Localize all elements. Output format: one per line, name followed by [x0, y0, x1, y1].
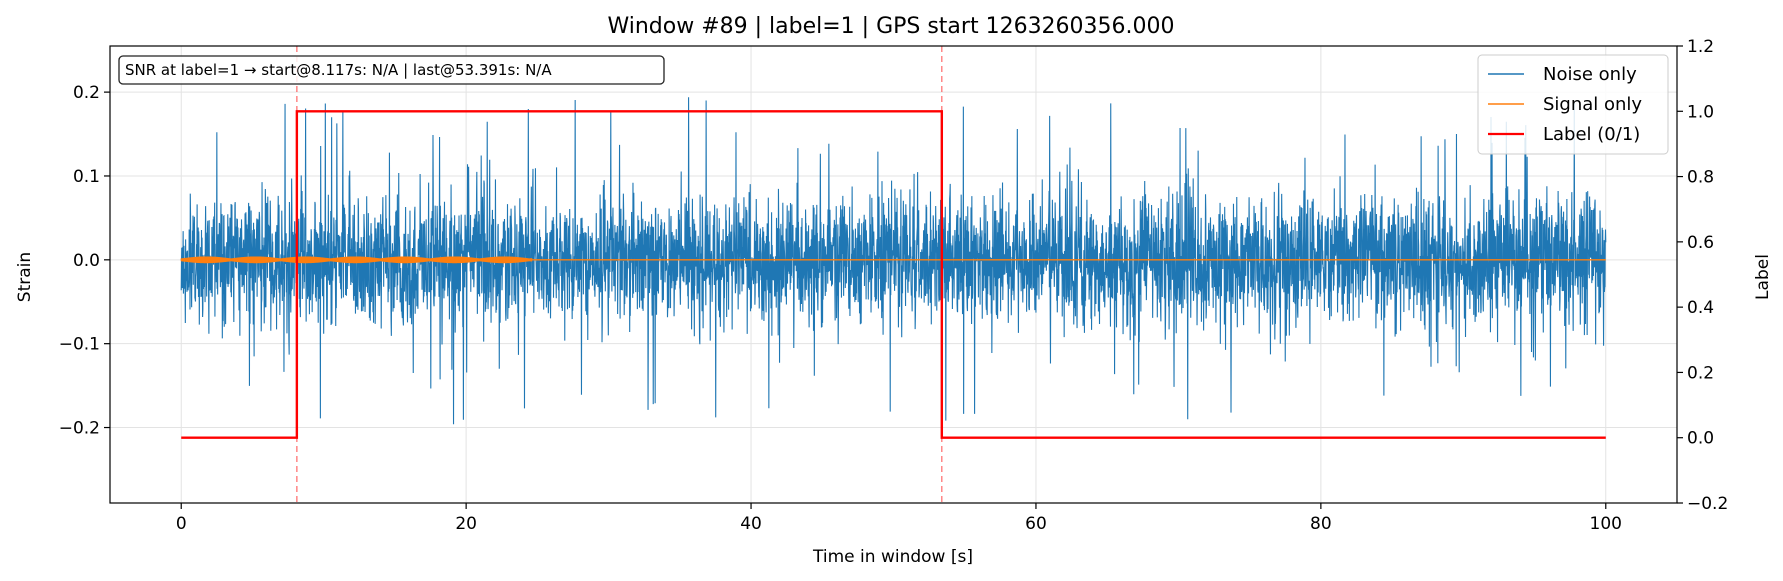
- legend-label-label: Label (0/1): [1543, 124, 1640, 145]
- y-tick-label: 0.0: [73, 251, 100, 271]
- y2-axis-title: Label: [1753, 254, 1773, 300]
- legend-frame: [1477, 54, 1669, 155]
- y2-tick-label: 0.6: [1687, 233, 1714, 253]
- x-tick-label: 20: [455, 514, 477, 534]
- signal-trace-active: [180, 256, 533, 264]
- legend-label-noise: Noise only: [1543, 64, 1637, 85]
- x-tick-label: 100: [1590, 514, 1622, 534]
- y-axis-title: Strain: [15, 252, 35, 302]
- y2-tick-label: 0.0: [1687, 429, 1714, 449]
- chart-title: Window #89 | label=1 | GPS start 1263260…: [607, 14, 1174, 39]
- y2-tick-label: 0.8: [1687, 168, 1714, 188]
- x-axis-title: Time in window [s]: [812, 547, 973, 567]
- plot-frame: [109, 45, 1678, 504]
- x-tick-label: 60: [1025, 514, 1047, 534]
- y2-tick-label: 1.0: [1687, 102, 1714, 122]
- label-step-line: [181, 110, 1606, 439]
- annotation-box: SNR at label=1 → start@8.117s: N/A | las…: [118, 55, 665, 85]
- signal-series: [180, 256, 1606, 264]
- x-tick-label: 40: [740, 514, 762, 534]
- noise-trace: [180, 97, 1607, 425]
- noise-series: [180, 97, 1607, 425]
- axes-ticks: 0 20 40 60 80 100 −0.2 −0.1 0.0 0.1 0.2 −0.2 0.0 0.2 0…: [59, 37, 1729, 534]
- y2-tick-label: −0.2: [1687, 494, 1728, 514]
- legend: Noise only Signal only Label (0/1): [1477, 54, 1669, 155]
- y-tick-label: −0.2: [59, 419, 100, 439]
- annotation-text: SNR at label=1 → start@8.117s: N/A | las…: [125, 61, 552, 79]
- label-series: [181, 110, 1606, 439]
- y-tick-label: −0.1: [59, 335, 100, 355]
- x-tick-label: 0: [176, 514, 187, 534]
- annotation-frame: [118, 55, 665, 85]
- y2-tick-label: 0.4: [1687, 298, 1714, 318]
- x-tick-label: 80: [1310, 514, 1332, 534]
- legend-label-signal: Signal only: [1543, 94, 1642, 115]
- y2-tick-label: 0.2: [1687, 363, 1714, 383]
- y-tick-label: 0.2: [73, 83, 100, 103]
- y2-tick-label: 1.2: [1687, 37, 1714, 57]
- y-tick-label: 0.1: [73, 167, 100, 187]
